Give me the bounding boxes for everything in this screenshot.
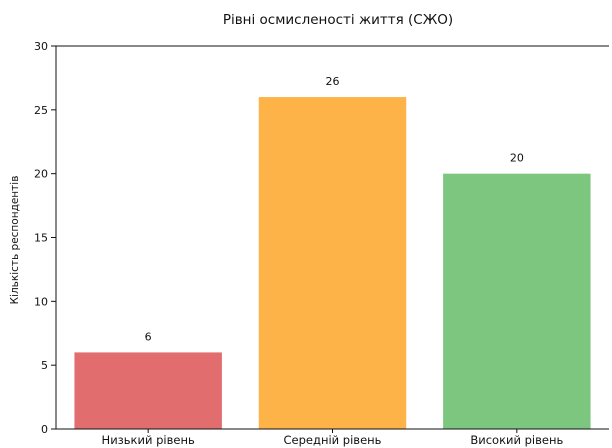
bar-value-label: 6 [145,330,152,343]
value-labels-group: 6 26 20 [145,75,524,343]
x-tick-label: Низький рівень [102,433,195,447]
y-tick-label: 20 [34,168,48,181]
y-tick-label: 5 [41,359,48,372]
bars-group [74,97,591,430]
bar [74,352,222,429]
x-tick-label: Високий рівень [470,433,563,447]
bar [258,97,407,430]
bar-value-label: 20 [510,152,524,165]
y-tick-label: 25 [34,104,48,117]
chart-title: Рівні осмисленості життя (СЖО) [223,12,453,28]
y-tick-label: 0 [41,423,48,436]
x-ticks-group: Низький рівень Середній рівень Високий рів… [102,429,564,447]
y-axis-label: Кількість респондентів [9,176,21,305]
y-ticks-group: 0 5 10 15 20 25 30 [34,40,56,436]
y-tick-label: 15 [34,232,48,245]
y-tick-label: 10 [34,295,48,308]
x-tick-label: Середній рівень [284,433,382,447]
bar-value-label: 26 [326,75,340,88]
bar [443,173,591,429]
y-tick-label: 30 [34,40,48,53]
plot-area: 6 26 20 0 5 10 15 20 25 30 Низький рівень Середні… [34,40,609,447]
